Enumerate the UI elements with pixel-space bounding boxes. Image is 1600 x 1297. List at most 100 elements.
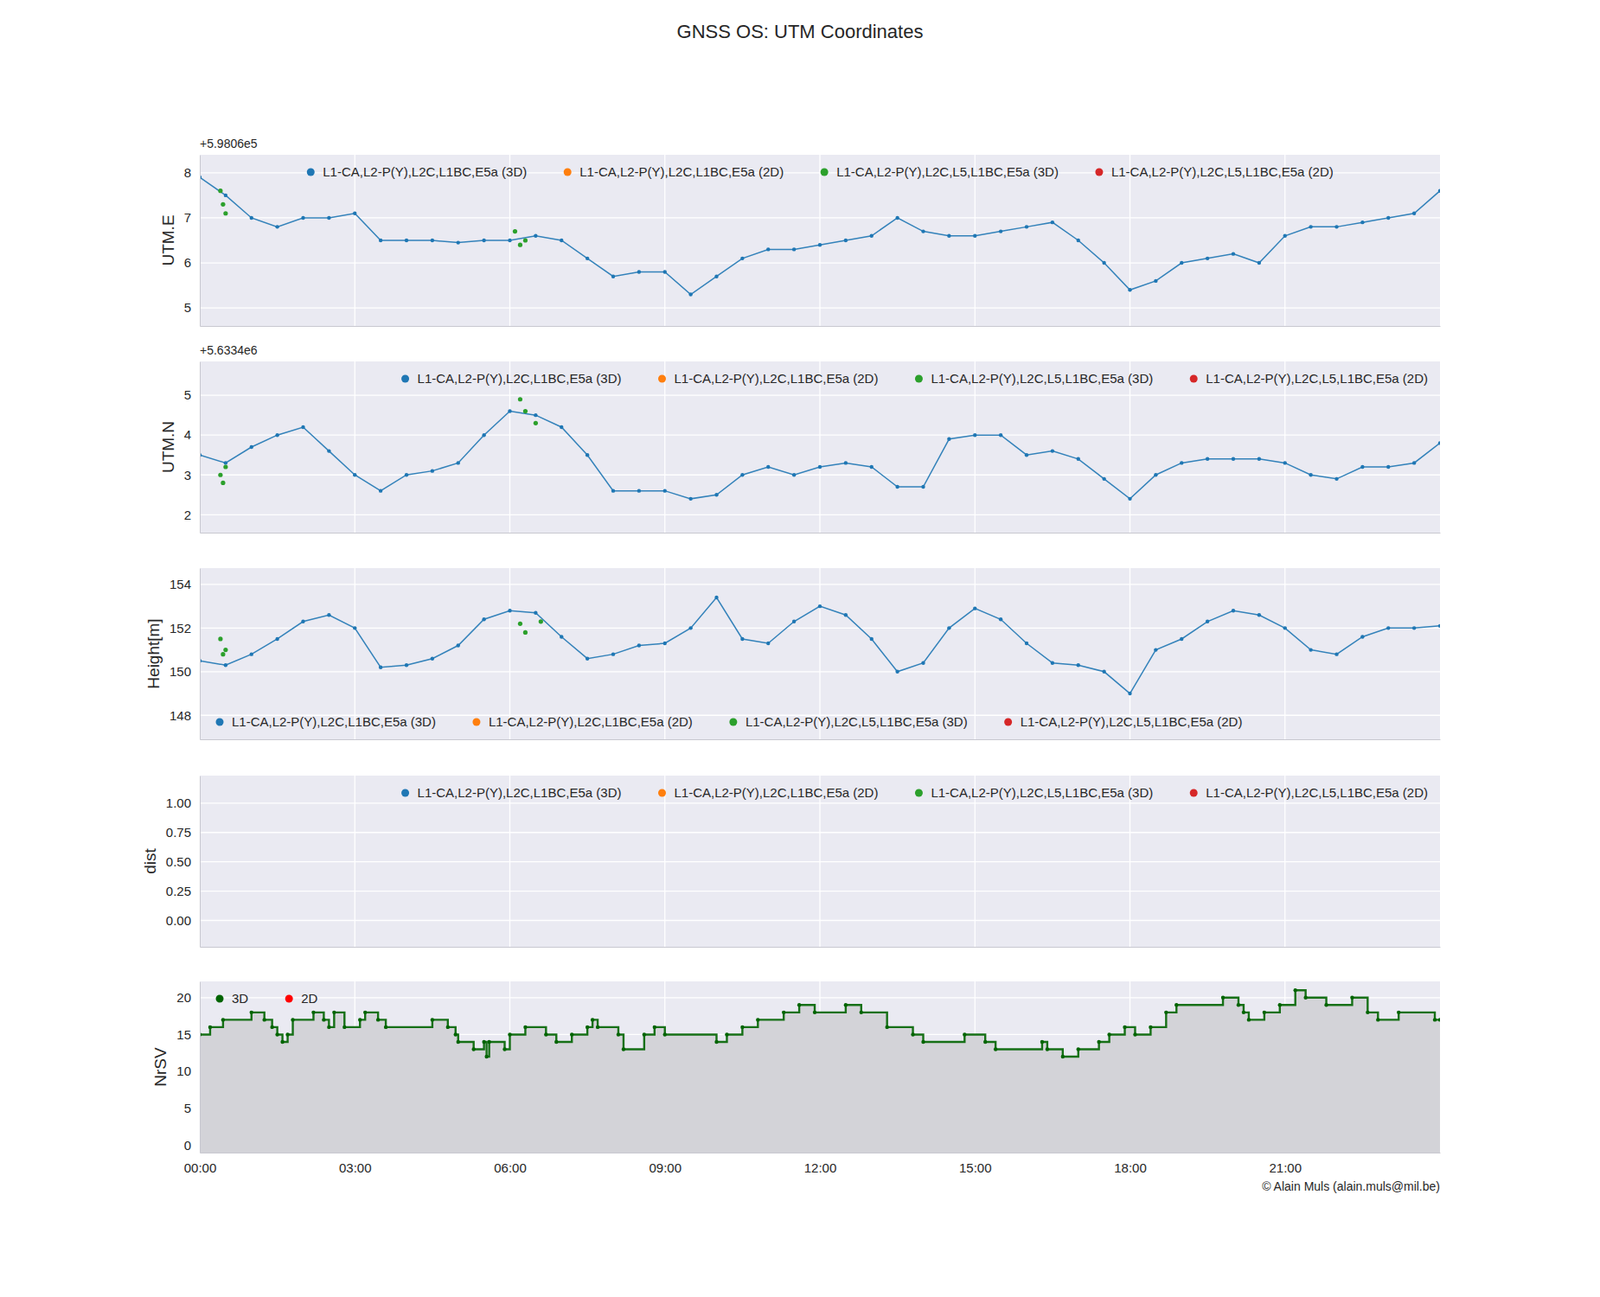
- point: [621, 1047, 626, 1051]
- y-axis-line: [199, 569, 201, 741]
- point: [766, 641, 770, 646]
- legend-label: L1-CA,L2-P(Y),L2C,L1BC,E5a (2D): [488, 714, 693, 730]
- point: [884, 1025, 889, 1030]
- point: [404, 238, 409, 243]
- series-line: [199, 177, 1440, 295]
- x-tick-label: 09:00: [648, 1160, 682, 1176]
- y-grid-line: [199, 394, 1440, 396]
- legend-item: L1-CA,L2-P(Y),L2C,L5,L1BC,E5a (2D): [1094, 164, 1333, 180]
- legend-marker: [216, 718, 224, 727]
- y-grid-line: [199, 832, 1440, 833]
- point: [724, 1032, 729, 1037]
- point: [471, 1047, 475, 1051]
- y-tick-label: 2: [184, 507, 192, 523]
- legend-marker: [1094, 168, 1103, 177]
- point: [637, 643, 641, 647]
- legend-marker: [1004, 718, 1012, 727]
- point: [378, 488, 383, 493]
- point: [454, 1032, 458, 1037]
- point: [430, 656, 435, 660]
- point: [456, 1040, 461, 1044]
- point: [792, 473, 796, 477]
- y-tick: 15: [176, 1027, 200, 1043]
- point: [755, 1017, 760, 1022]
- point: [430, 238, 435, 243]
- point: [663, 1032, 667, 1037]
- x-grid-line: [974, 154, 976, 327]
- point: [1076, 1047, 1081, 1051]
- point: [342, 1025, 346, 1030]
- point: [870, 234, 874, 238]
- point: [585, 453, 589, 457]
- point: [1221, 996, 1225, 1000]
- point: [224, 460, 228, 465]
- point: [714, 1040, 718, 1044]
- y-grid-line: [199, 435, 1440, 436]
- plot-background: [199, 568, 1440, 740]
- y-tick: 5: [184, 300, 200, 315]
- point: [1231, 608, 1236, 613]
- point: [1386, 626, 1390, 630]
- y-axis-line: [199, 776, 201, 948]
- point: [972, 234, 977, 238]
- annotation: +5.6334e6: [199, 343, 258, 358]
- point: [1324, 1003, 1328, 1007]
- y-tick-label: 1.00: [166, 795, 192, 811]
- point: [870, 465, 874, 469]
- legend-label: L1-CA,L2-P(Y),L2C,L1BC,E5a (3D): [417, 785, 622, 800]
- plot-area: [199, 175, 1440, 297]
- point: [404, 663, 409, 667]
- panel: 0510152000:0003:0006:0009:0012:0015:0018…: [151, 981, 1442, 1194]
- point: [947, 437, 951, 442]
- point: [870, 637, 874, 641]
- legend-label: L1-CA,L2-P(Y),L2C,L1BC,E5a (3D): [417, 371, 622, 386]
- y-tick: 5: [184, 1100, 200, 1116]
- point: [1205, 620, 1210, 624]
- grid: [199, 981, 1440, 1153]
- y-tick-label: 10: [176, 1063, 192, 1079]
- point: [812, 1011, 817, 1015]
- point: [663, 641, 667, 646]
- point: [533, 234, 538, 238]
- series-points: [199, 595, 1440, 696]
- point: [1179, 460, 1184, 465]
- point: [507, 608, 512, 613]
- y-tick: 152: [169, 620, 200, 636]
- x-tick-label: 18:00: [1113, 1160, 1147, 1176]
- point: [1360, 465, 1364, 469]
- legend-label: L1-CA,L2-P(Y),L2C,L5,L1BC,E5a (2D): [1111, 164, 1334, 180]
- point: [456, 460, 461, 465]
- point: [481, 617, 486, 621]
- legend-item: L1-CA,L2-P(Y),L2C,L1BC,E5a (3D): [216, 714, 436, 730]
- point: [559, 238, 564, 243]
- x-grid-line: [354, 154, 356, 327]
- x-axis-line: [200, 947, 1441, 948]
- point: [895, 485, 899, 489]
- point: [280, 1040, 284, 1044]
- point: [844, 613, 848, 617]
- legend-item: L1-CA,L2-P(Y),L2C,L1BC,E5a (3D): [401, 785, 621, 800]
- legend-item: 3D: [216, 991, 250, 1006]
- legend-marker: [401, 789, 410, 798]
- legend-label: L1-CA,L2-P(Y),L2C,L1BC,E5a (2D): [674, 371, 879, 386]
- point: [1127, 288, 1132, 292]
- point: [507, 409, 512, 413]
- y-grid-line: [199, 997, 1440, 999]
- point: [1257, 261, 1261, 265]
- point: [642, 1032, 647, 1037]
- x-grid-line: [198, 154, 200, 327]
- point: [766, 247, 770, 251]
- point: [590, 1017, 595, 1022]
- point: [523, 237, 528, 243]
- point: [1061, 1055, 1065, 1059]
- y-axis-title: UTM.N: [159, 421, 178, 474]
- point: [1153, 473, 1158, 477]
- x-grid-line: [974, 775, 976, 948]
- legend-marker: [658, 789, 666, 798]
- point: [595, 1025, 600, 1030]
- legend-marker: [820, 168, 829, 177]
- plot-area: [199, 396, 1440, 501]
- point: [559, 634, 564, 639]
- point: [1412, 626, 1416, 630]
- point: [481, 433, 486, 437]
